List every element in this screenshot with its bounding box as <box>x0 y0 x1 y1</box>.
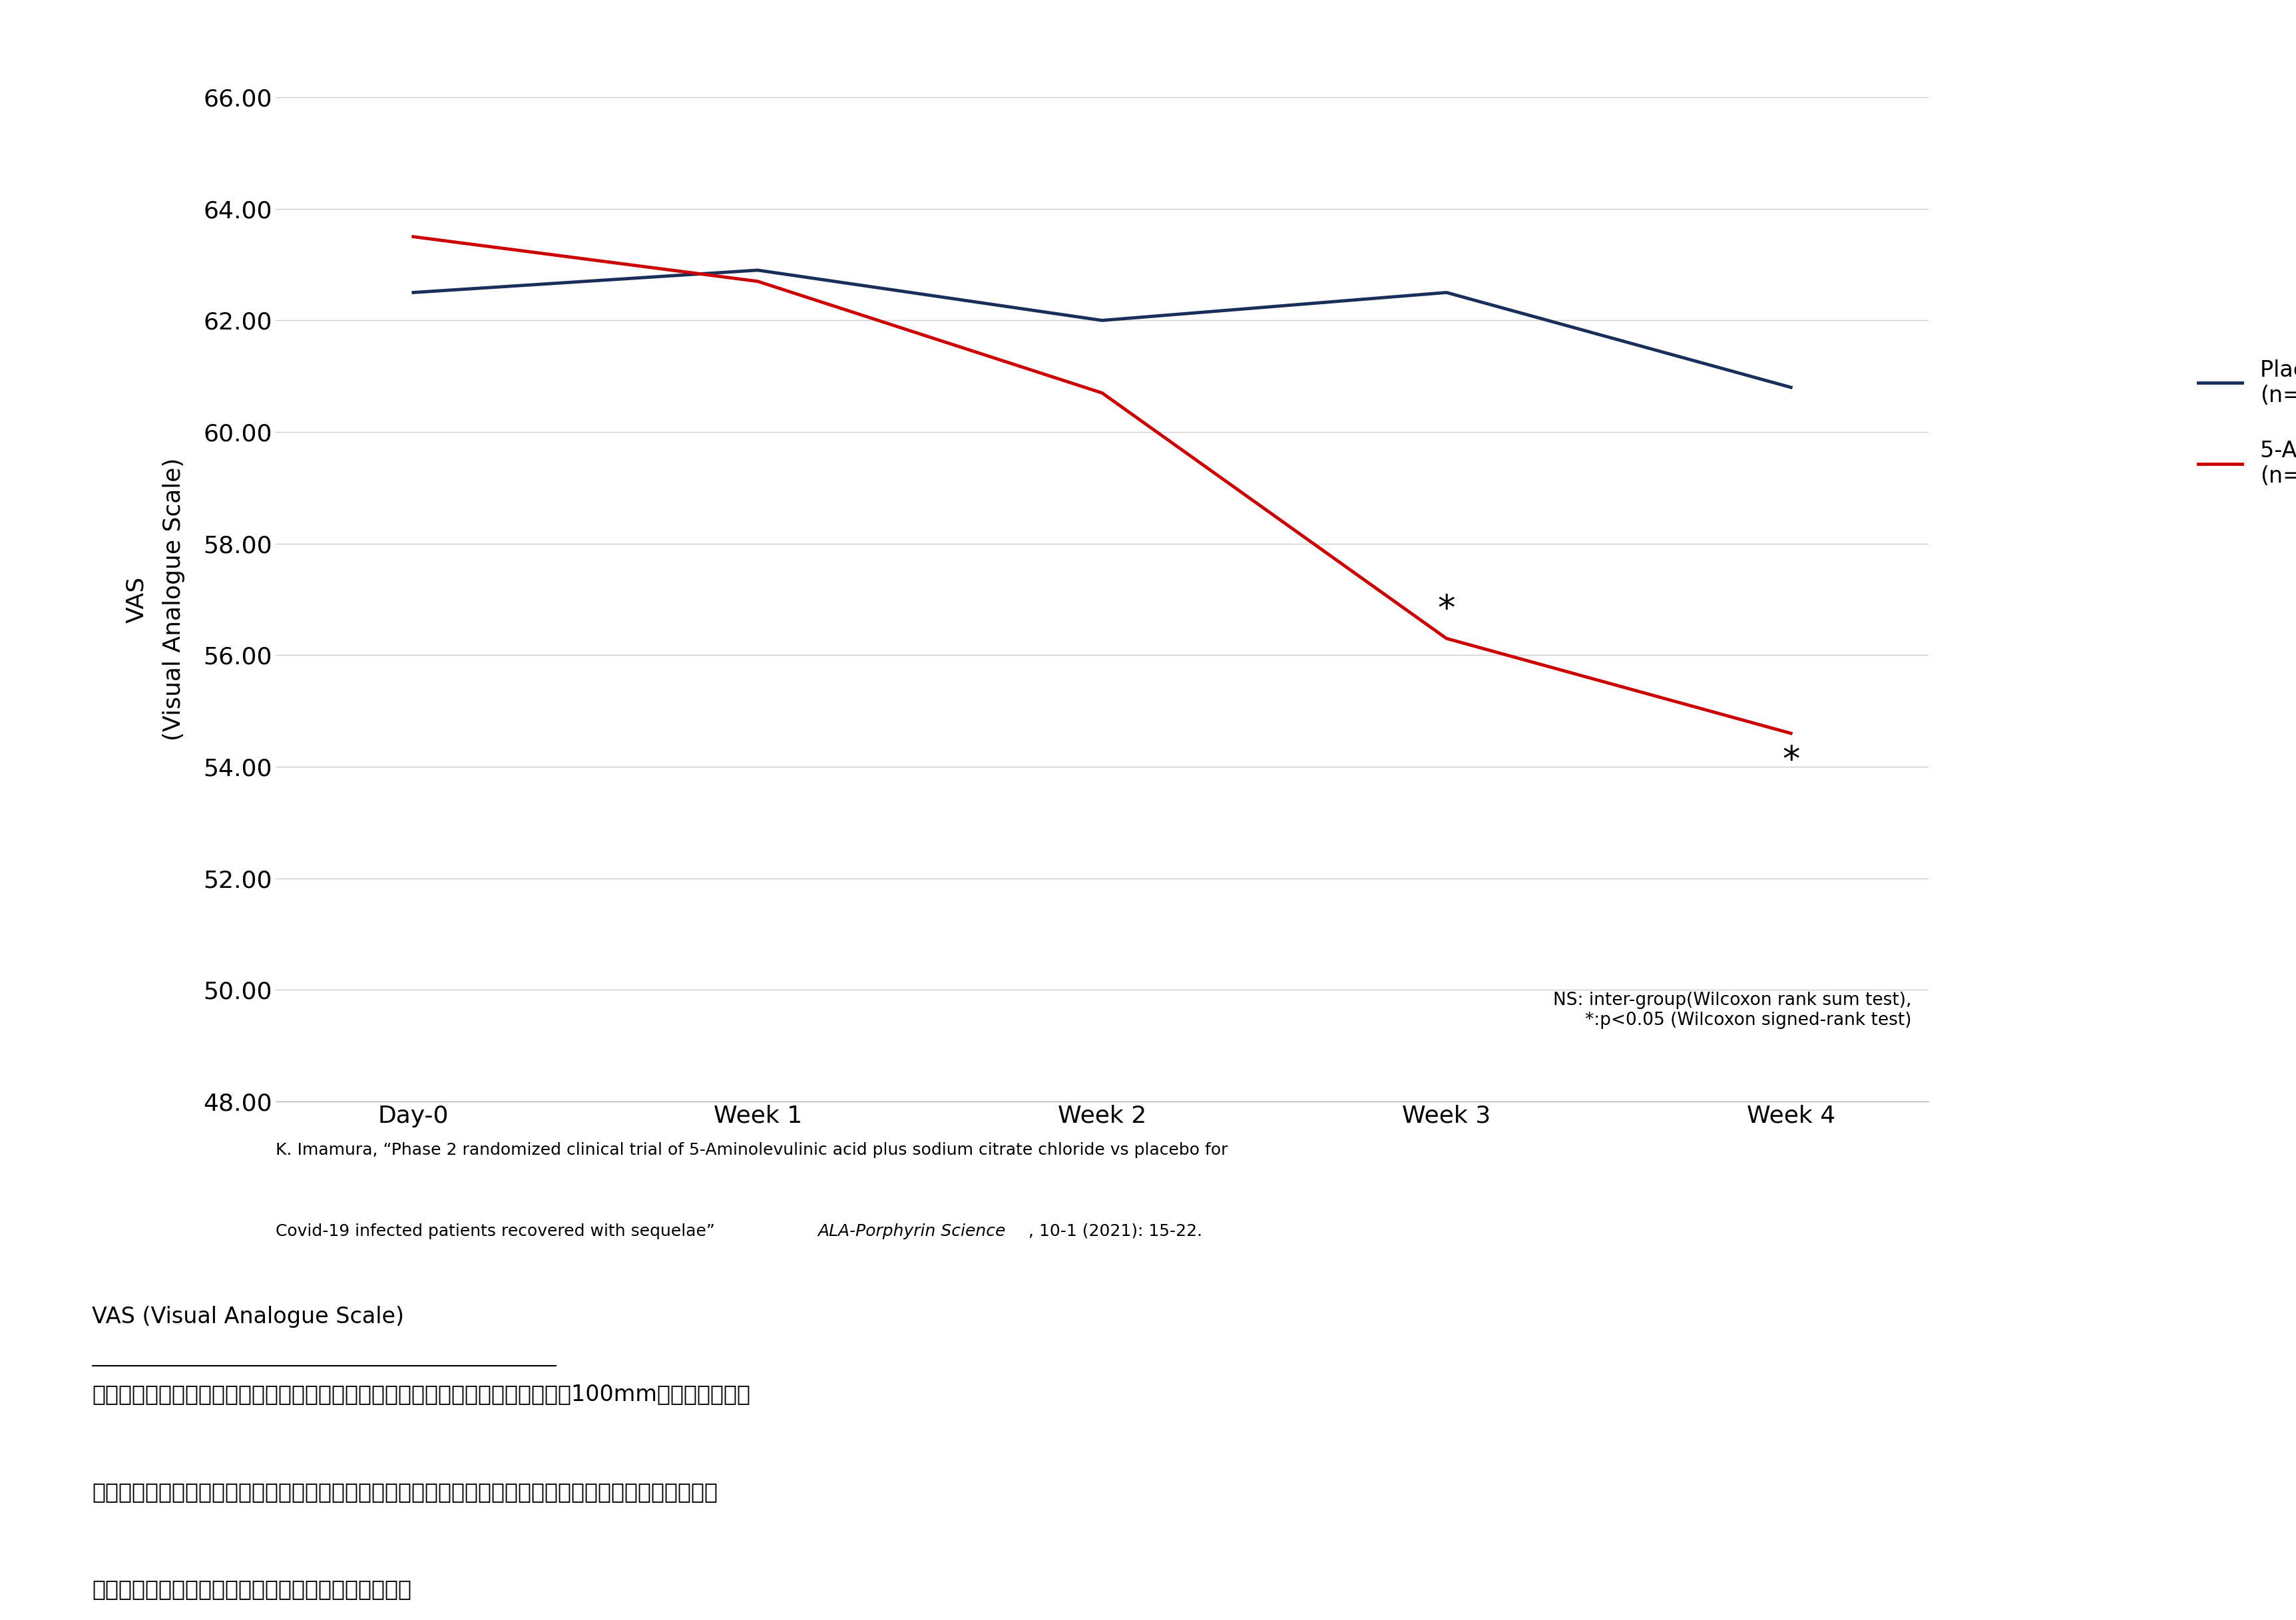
Text: Covid-19 infected patients recovered with sequelae”: Covid-19 infected patients recovered wit… <box>276 1223 721 1239</box>
Text: に印（マーク）を入れることで客観的に評価できる。: に印（マーク）を入れることで客観的に評価できる。 <box>92 1578 411 1601</box>
Text: , 10-1 (2021): 15-22.: , 10-1 (2021): 15-22. <box>1029 1223 1203 1239</box>
Legend: Placebo group
(n=19), 5-ALA/SFC group
(n=21): Placebo group (n=19), 5-ALA/SFC group (n… <box>2197 360 2296 488</box>
Text: 視覚的アナログスケール，視覚的評価尺度。痛みの強度を評価する手法の１つ。100mmの直線を引き、: 視覚的アナログスケール，視覚的評価尺度。痛みの強度を評価する手法の１つ。100m… <box>92 1383 751 1406</box>
Text: *: * <box>1782 744 1800 778</box>
Text: VAS (Visual Analogue Scale): VAS (Visual Analogue Scale) <box>92 1306 404 1328</box>
Text: NS: inter-group(Wilcoxon rank sum test),
*:p<0.05 (Wilcoxon signed-rank test): NS: inter-group(Wilcoxon rank sum test),… <box>1552 991 1910 1029</box>
Text: *: * <box>1437 593 1456 627</box>
Text: ALA-Porphyrin Science: ALA-Porphyrin Science <box>817 1223 1006 1239</box>
Text: 最も左を疲労感ゼロ、最も右を最大の疲労感とした場合に、疲労感がどの程度であるか、被験者が直線上: 最も左を疲労感ゼロ、最も右を最大の疲労感とした場合に、疲労感がどの程度であるか、… <box>92 1481 719 1503</box>
Text: K. Imamura, “Phase 2 randomized clinical trial of 5-Aminolevulinic acid plus sod: K. Imamura, “Phase 2 randomized clinical… <box>276 1142 1228 1158</box>
Y-axis label: VAS
(Visual Analogue Scale): VAS (Visual Analogue Scale) <box>126 458 184 740</box>
